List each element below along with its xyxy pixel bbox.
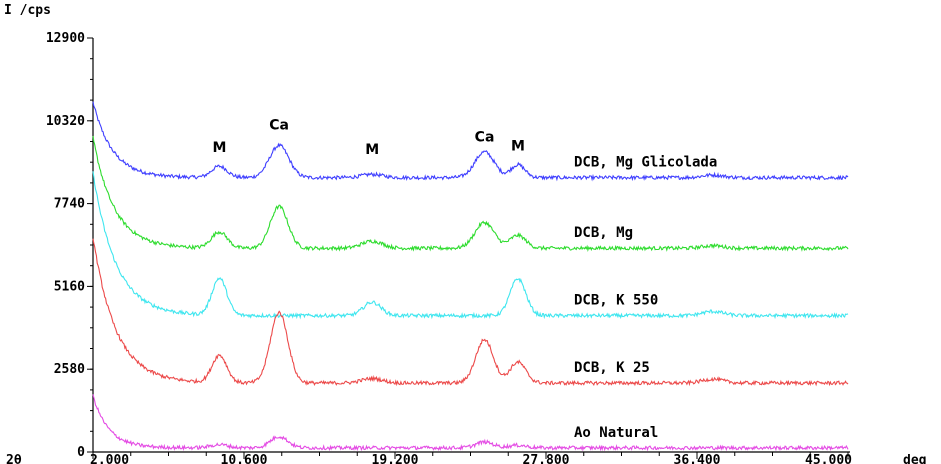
series-label: DCB, Mg Glicolada	[574, 155, 717, 171]
labels: DCB, Mg Glicolada DCB, Mg DCB, K 550 DCB, K…	[212, 117, 717, 440]
peak-annotation: M	[212, 140, 226, 156]
peak-annotation: M	[365, 142, 379, 158]
y-axis-title: I /cps	[4, 3, 51, 18]
series-label: DCB, K 25	[574, 360, 650, 376]
series-line-dcb-mg-glicolada	[92, 101, 849, 182]
x-axis-title: 2θ	[6, 453, 22, 464]
series-label: Ao Natural	[574, 425, 658, 441]
x-tick-label: 10.600	[221, 453, 268, 464]
y-tick-label: 5160	[54, 279, 85, 294]
series-line-ao-natural	[92, 394, 849, 452]
peak-annotation: Ca	[475, 129, 495, 145]
peak-annotation: M	[511, 138, 525, 154]
series-line-dcb-mg	[92, 135, 849, 253]
y-tick-label: 12900	[46, 31, 85, 46]
y-tick-label: 7740	[54, 197, 85, 212]
series-label: DCB, K 550	[574, 293, 658, 309]
y-tick-label: 10320	[46, 114, 85, 129]
series-line-dcb-k-25	[92, 238, 849, 387]
traces	[92, 101, 849, 452]
x-tick-label: 2.000	[90, 453, 129, 464]
x-unit-label: deg	[903, 453, 926, 464]
peak-annotation: Ca	[269, 117, 289, 133]
series-label: DCB, Mg	[574, 225, 633, 241]
y-tick-label: 0	[77, 445, 85, 460]
y-tick-label: 2580	[54, 362, 85, 377]
x-tick-label: 36.400	[674, 453, 721, 464]
axes: 129001032077405160258002.0004.41371210.6…	[4, 3, 926, 464]
x-tick-label: 27.800	[523, 453, 570, 464]
x-tick-label: 45.000	[805, 453, 852, 464]
x-tick-label: 19.200	[372, 453, 419, 464]
series-line-dcb-k-550	[92, 171, 849, 320]
